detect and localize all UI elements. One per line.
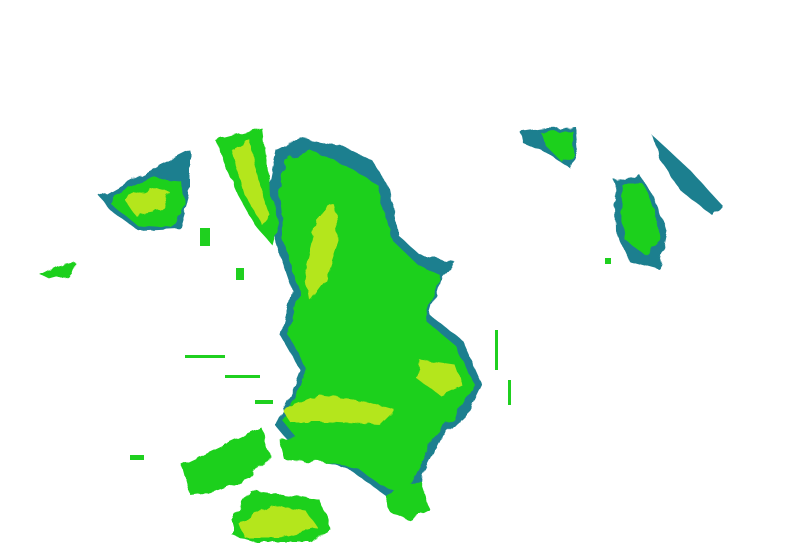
south-east-cluster xyxy=(385,480,430,520)
speckle xyxy=(200,228,210,246)
southwest-band xyxy=(182,428,270,495)
south-arc xyxy=(280,430,400,470)
speckle xyxy=(495,330,498,370)
scattered-echoes xyxy=(130,228,611,460)
core-east xyxy=(418,360,462,395)
core-left-cell xyxy=(125,188,170,215)
west-fragment xyxy=(40,262,75,280)
core-strip-north xyxy=(232,140,270,225)
core-south-cluster xyxy=(240,505,318,538)
moderate-echo-layer xyxy=(40,128,660,542)
right-cell xyxy=(620,183,660,255)
top-right-cell xyxy=(540,130,574,162)
core-band-south xyxy=(282,395,395,425)
speckle xyxy=(605,258,611,264)
speckle xyxy=(225,375,260,378)
core-streak-north xyxy=(305,205,338,300)
speckle xyxy=(508,380,511,405)
speckle xyxy=(255,400,273,404)
heavy-echo-layer xyxy=(125,140,462,538)
speckle xyxy=(185,355,225,358)
far-right-streak xyxy=(652,135,722,215)
speckle xyxy=(130,455,144,460)
speckle xyxy=(236,268,244,280)
